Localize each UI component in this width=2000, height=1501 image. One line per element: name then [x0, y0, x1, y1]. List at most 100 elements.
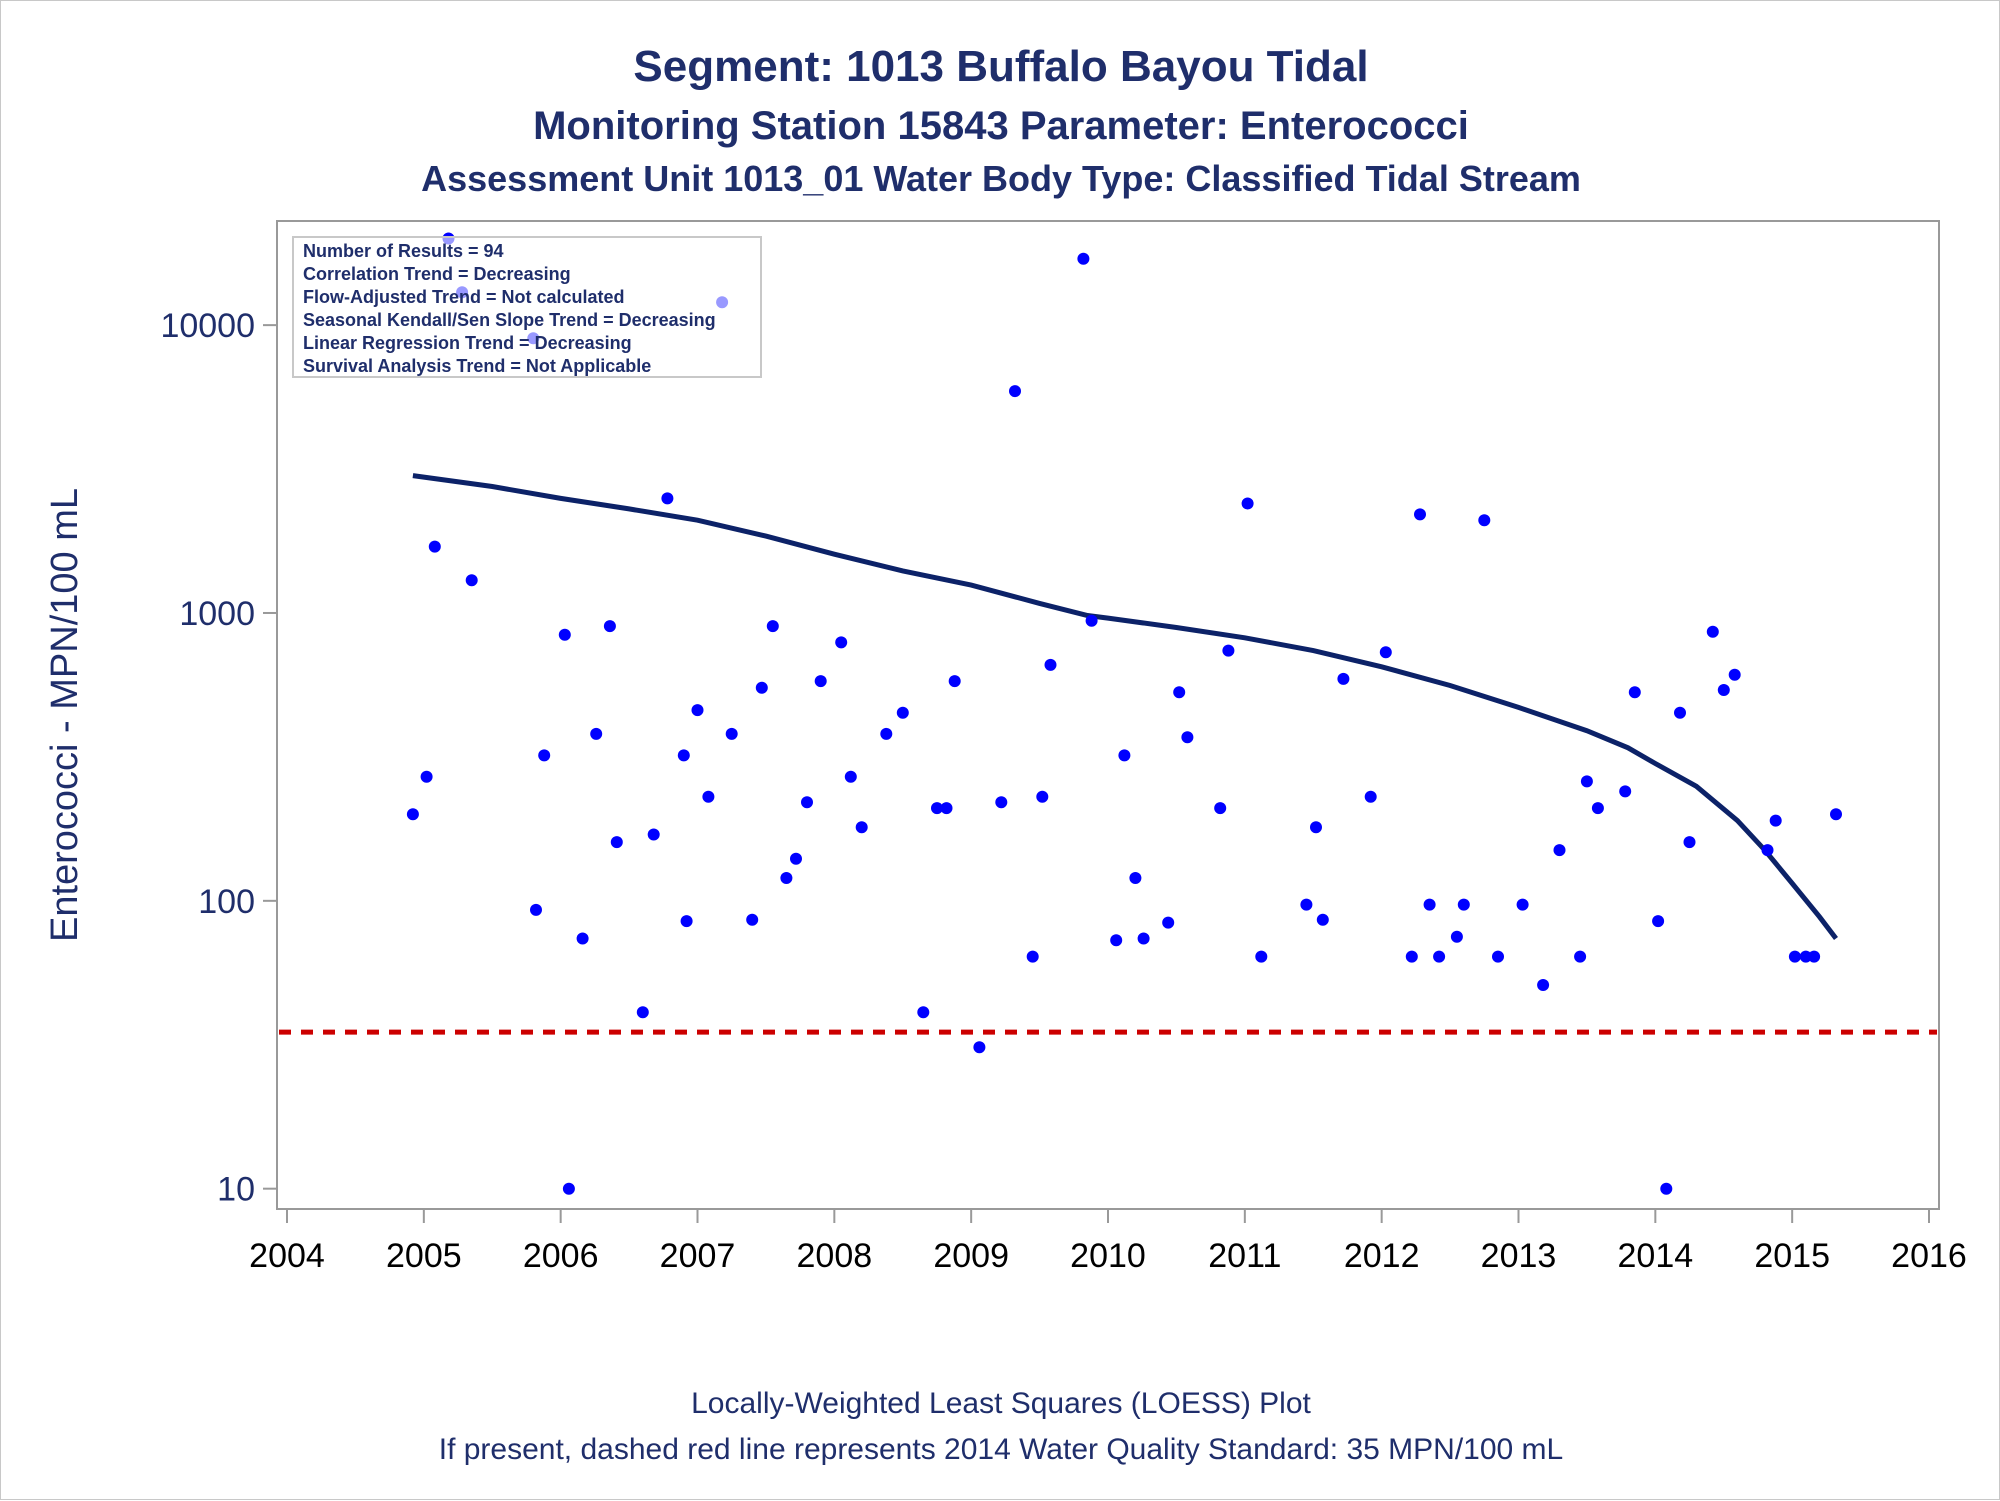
data-point	[1478, 514, 1491, 527]
data-point	[558, 628, 571, 641]
data-point	[790, 852, 802, 865]
y-tick-label: 10000	[160, 307, 255, 345]
data-point	[1574, 950, 1587, 963]
stats-line-results: Number of Results = 94	[303, 241, 504, 261]
x-tick-label: 2016	[1891, 1237, 1967, 1275]
data-point	[1310, 821, 1322, 834]
data-point	[725, 727, 738, 740]
data-point	[1808, 950, 1821, 963]
x-tick-label: 2008	[797, 1237, 873, 1275]
data-point	[420, 770, 433, 783]
data-point	[1591, 802, 1604, 815]
data-point	[1026, 950, 1039, 963]
data-point	[1222, 644, 1235, 657]
data-points	[406, 232, 1842, 1195]
data-point	[931, 802, 943, 815]
y-axis-title: Enterococci - MPN/100 mL	[44, 488, 86, 942]
x-tick-label: 2013	[1481, 1237, 1557, 1275]
data-point	[1619, 785, 1632, 798]
x-tick-label: 2014	[1618, 1237, 1694, 1275]
data-point	[1009, 385, 1021, 398]
data-point	[755, 681, 768, 694]
data-point	[1337, 672, 1350, 685]
y-axis: 10 100 1000 10000	[160, 307, 277, 1209]
data-point	[1706, 625, 1719, 638]
data-point	[1414, 508, 1426, 521]
data-point	[1405, 950, 1418, 963]
data-point	[636, 1006, 649, 1019]
data-point	[1110, 934, 1123, 947]
data-point	[1660, 1182, 1673, 1195]
data-point	[1553, 844, 1566, 857]
data-point	[680, 915, 693, 928]
x-tick-label: 2015	[1754, 1237, 1830, 1275]
trend-stats-box: Number of Results = 94 Correlation Trend…	[292, 236, 762, 378]
data-point	[835, 636, 848, 649]
y-tick-label: 10	[217, 1171, 255, 1209]
footnote-loess: Locally-Weighted Least Squares (LOESS) P…	[691, 1387, 1311, 1420]
data-point	[530, 903, 542, 916]
chart-title: Segment: 1013 Buffalo Bayou Tidal	[633, 42, 1368, 91]
data-point	[973, 1041, 986, 1054]
data-point	[1316, 913, 1329, 926]
data-point	[1423, 898, 1436, 911]
data-point	[801, 796, 813, 809]
data-point	[1830, 808, 1842, 821]
data-point	[814, 675, 827, 688]
x-tick-label: 2011	[1208, 1237, 1281, 1275]
data-point	[1085, 614, 1098, 627]
chart-subtitle-station: Monitoring Station 15843 Parameter: Ente…	[533, 104, 1469, 148]
chart-subtitle-assessment: Assessment Unit 1013_01 Water Body Type:…	[421, 158, 1581, 199]
data-point	[1652, 915, 1665, 928]
data-point	[576, 932, 589, 945]
y-tick-label: 1000	[179, 595, 255, 633]
data-point	[995, 796, 1008, 809]
x-tick-label: 2004	[249, 1237, 325, 1275]
data-point	[691, 704, 704, 717]
data-point	[1077, 252, 1090, 265]
data-point	[406, 808, 419, 821]
data-point	[1181, 731, 1194, 744]
data-point	[677, 749, 690, 762]
data-point	[880, 727, 893, 740]
data-point	[1255, 950, 1268, 963]
data-point	[844, 770, 857, 783]
y-tick-label: 100	[198, 883, 255, 921]
stats-line-seasonal-kendall: Seasonal Kendall/Sen Slope Trend = Decre…	[303, 310, 716, 330]
data-point	[590, 727, 603, 740]
x-tick-label: 2012	[1344, 1237, 1420, 1275]
data-point	[1674, 706, 1686, 719]
stats-line-linear-regression: Linear Regression Trend = Decreasing	[303, 333, 632, 353]
stats-box-frame	[292, 236, 762, 378]
x-tick-label: 2009	[933, 1237, 1009, 1275]
data-point	[1450, 930, 1463, 943]
data-point	[896, 706, 909, 719]
data-point	[1173, 686, 1186, 699]
data-point	[1044, 658, 1057, 671]
data-point	[1300, 898, 1313, 911]
data-point	[428, 540, 441, 553]
data-point	[855, 821, 868, 834]
data-point	[940, 802, 953, 815]
data-point	[1492, 950, 1504, 963]
data-point	[562, 1182, 575, 1195]
x-tick-label: 2006	[523, 1237, 599, 1275]
data-point	[647, 828, 660, 841]
data-point	[1769, 814, 1782, 827]
data-point	[1580, 775, 1593, 788]
data-point	[1129, 872, 1142, 884]
data-point	[746, 913, 759, 926]
data-point	[1788, 950, 1801, 963]
data-point	[603, 620, 616, 633]
x-axis: 2004 2005 2006 2007 2008 2009 2010 2011 2012 2013…	[249, 1209, 1967, 1275]
data-point	[1537, 979, 1550, 991]
data-point	[1799, 950, 1812, 963]
data-point	[1241, 497, 1254, 510]
data-point	[661, 492, 674, 505]
x-tick-label: 2007	[660, 1237, 736, 1275]
stats-line-survival: Survival Analysis Trend = Not Applicable	[303, 356, 651, 376]
data-point	[1118, 749, 1131, 762]
data-point	[1457, 898, 1470, 911]
